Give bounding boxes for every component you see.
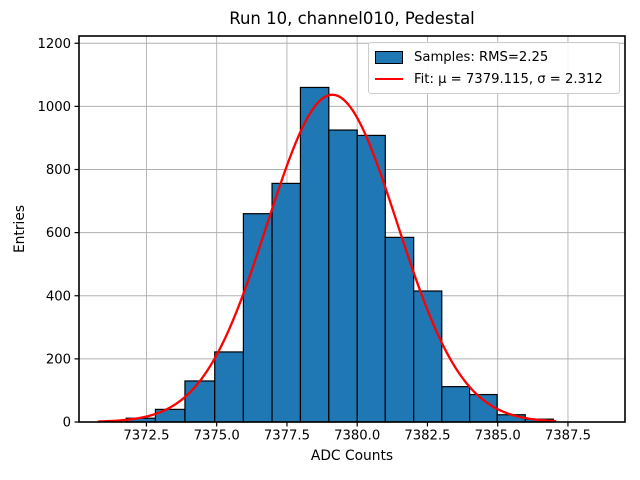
y-tick-label: 600 [46,226,71,241]
axes-border [78,35,626,423]
x-axis-label: ADC Counts [310,448,394,464]
legend-samples-label: Samples: RMS=2.25 [414,49,549,65]
y-tick-label: 0 [63,416,71,431]
histogram-bar [271,182,302,423]
x-tick-label: 7372.5 [123,429,169,444]
legend-fit-label: Fit: μ = 7379.115, σ = 2.312 [414,71,603,87]
histogram-bar [496,414,526,423]
x-tick-label: 7387.5 [545,429,591,444]
tick-marks [74,42,569,427]
fit-line-swatch-icon [375,77,403,81]
x-tick-label: 7382.5 [404,429,450,444]
x-tick-label: 7377.5 [264,429,310,444]
samples-swatch-icon [375,50,403,64]
y-tick-label: 400 [46,289,71,304]
legend: Samples: RMS=2.25 Fit: μ = 7379.115, σ =… [368,42,620,94]
y-axis-label: Entries [12,204,28,254]
x-tick-label: 7375.0 [194,429,240,444]
histogram-bar [441,386,471,423]
legend-item-fit: Fit: μ = 7379.115, σ = 2.312 [375,70,613,88]
x-tick-labels: 7372.5 7375.0 7377.5 7380.0 7382.5 7385.0 7387… [123,429,591,444]
y-tick-label: 800 [46,163,71,178]
x-tick-label: 7385.0 [475,429,521,444]
histogram-bar [184,380,216,423]
y-tick-label: 200 [46,352,71,367]
fit-curve [97,93,557,423]
y-tick-label: 1000 [37,100,71,115]
y-tick-labels: 0 200 400 600 800 1000 1200 [37,37,71,431]
histogram-bar [384,236,415,423]
legend-item-samples: Samples: RMS=2.25 [375,48,613,66]
chart-title: Run 10, channel010, Pedestal [229,9,475,28]
histogram-bar [214,351,244,423]
histogram-bar [242,213,273,423]
histogram-bar [328,129,358,423]
x-tick-label: 7380.0 [334,429,380,444]
histogram-bars [125,86,554,423]
histogram-bar [299,86,330,423]
y-tick-label: 1200 [37,37,71,52]
fit-swatch-handle [375,77,403,81]
histogram-bar [356,134,386,423]
samples-swatch-handle [375,50,403,64]
